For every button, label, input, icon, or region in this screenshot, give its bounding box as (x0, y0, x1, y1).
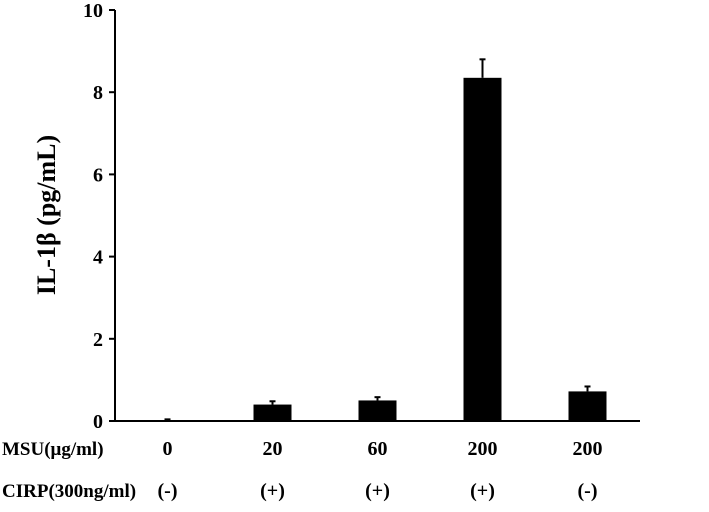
bar (253, 404, 292, 421)
condition-value: (+) (470, 480, 495, 502)
bar (568, 391, 607, 421)
condition-value: (-) (158, 480, 178, 502)
axes (114, 10, 640, 422)
y-tick-label: 10 (83, 0, 103, 22)
condition-row-label: MSU(μg/ml) (2, 439, 104, 460)
condition-table: MSU(μg/ml) 0 20 60 200 200 CIRP(300ng/ml) (-) (+… (2, 438, 603, 502)
condition-value: 0 (163, 438, 173, 460)
condition-value: (+) (260, 480, 285, 502)
y-tick-label: 0 (93, 411, 103, 433)
y-tick-label: 8 (93, 82, 103, 104)
bar (358, 400, 397, 421)
y-ticks: 0 2 4 6 8 10 (83, 0, 115, 433)
y-tick-label: 6 (93, 164, 103, 186)
y-axis-label: IL-1β (pg/mL) (32, 135, 61, 295)
bars (148, 77, 607, 422)
condition-value: (-) (578, 480, 598, 502)
condition-value: 200 (573, 438, 603, 460)
condition-value: 20 (263, 438, 283, 460)
condition-value: 200 (468, 438, 498, 460)
y-tick-label: 2 (93, 329, 103, 351)
bar (148, 420, 187, 422)
y-tick-label: 4 (93, 247, 103, 269)
condition-row-label: CIRP(300ng/ml) (2, 481, 136, 502)
condition-value: (+) (365, 480, 390, 502)
bar (463, 77, 502, 421)
condition-value: 60 (368, 438, 388, 460)
error-bars (164, 58, 591, 421)
